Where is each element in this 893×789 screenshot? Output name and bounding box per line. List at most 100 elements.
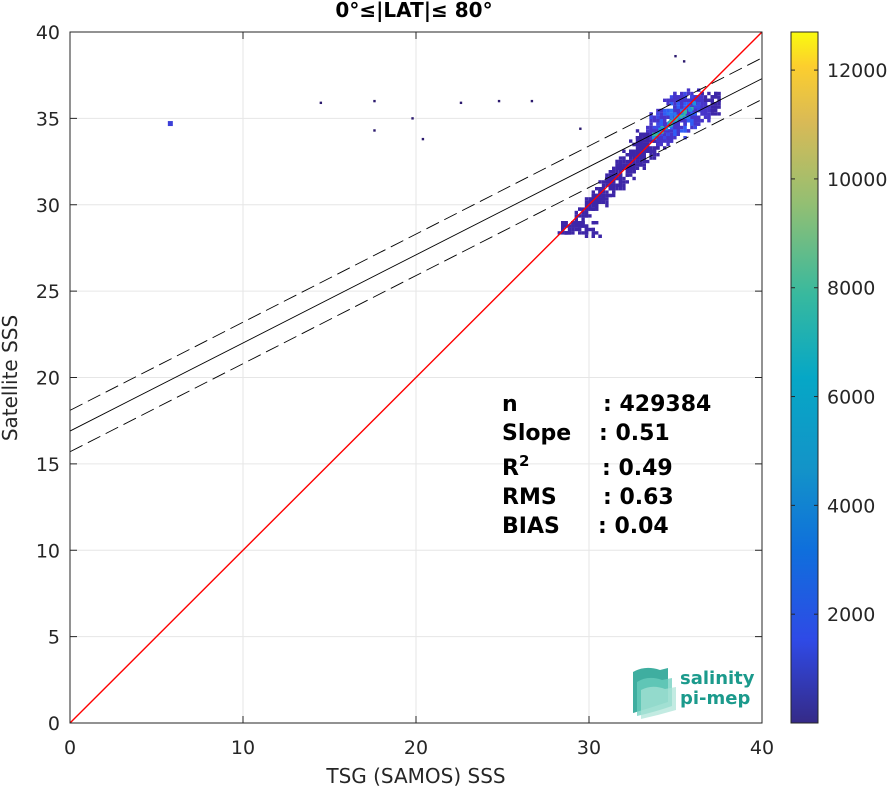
density-cell <box>629 173 633 177</box>
density-cell <box>673 132 677 136</box>
density-cell <box>703 115 708 119</box>
density-cell <box>659 122 663 126</box>
density-cell <box>625 173 629 177</box>
density-cell <box>714 105 718 109</box>
density-cell <box>564 221 568 225</box>
density-cell <box>629 153 633 157</box>
density-cell <box>622 163 626 167</box>
outlier-point <box>167 121 173 127</box>
y-tick-label: 15 <box>36 454 60 476</box>
density-cell <box>595 231 599 235</box>
density-cell <box>605 197 609 201</box>
lower-bound-line <box>70 98 762 453</box>
density-cell <box>666 108 670 113</box>
density-cell <box>578 207 582 211</box>
density-cell <box>629 159 633 164</box>
y-axis-title: Satellite SSS <box>0 315 22 441</box>
density-cell <box>714 91 718 96</box>
density-cell <box>693 119 697 123</box>
density-cell <box>598 190 602 194</box>
density-cell <box>669 108 674 113</box>
density-cell <box>591 227 595 232</box>
density-cell <box>683 136 687 140</box>
density-cell <box>601 197 606 201</box>
density-cell <box>659 119 663 123</box>
outlier-point <box>319 101 323 105</box>
density-cell <box>561 231 565 235</box>
density-cell <box>639 163 643 167</box>
density-cell <box>591 207 595 211</box>
density-cell <box>642 149 646 153</box>
density-cell <box>612 176 616 181</box>
density-cell <box>686 91 691 96</box>
density-cell <box>591 221 595 225</box>
density-cell <box>608 176 612 181</box>
density-cell <box>703 98 708 102</box>
density-cell <box>707 112 711 116</box>
density-cell <box>612 187 616 191</box>
density-cell <box>714 108 718 113</box>
density-cell <box>639 139 643 143</box>
density-cell <box>693 108 697 113</box>
y-axis: 0 5 10 15 20 25 30 35 40 <box>36 22 762 735</box>
density-cell <box>673 136 677 140</box>
density-cell <box>622 166 626 170</box>
salinity-pi-mep-logo: salinity pi-mep <box>633 667 755 719</box>
density-cell <box>697 122 701 126</box>
density-cell <box>595 187 599 191</box>
density-cell <box>690 91 694 96</box>
density-cell <box>622 159 626 164</box>
density-cell <box>588 200 592 204</box>
density-cell <box>700 112 704 116</box>
density-cell <box>666 139 670 143</box>
density-cell <box>666 136 670 140</box>
density-cell <box>663 98 667 102</box>
density-core-cell <box>656 131 661 135</box>
density-cell <box>649 146 653 150</box>
density-cell <box>595 207 599 211</box>
density-cell <box>578 214 582 218</box>
density-cell <box>588 204 592 208</box>
density-cell <box>649 125 653 130</box>
density-cell <box>690 115 694 119</box>
density-cell <box>591 193 595 198</box>
stat-value-rms: : 0.63 <box>603 485 674 510</box>
density-cell <box>567 224 572 228</box>
density-cell <box>591 204 595 208</box>
density-core-cell <box>651 135 656 140</box>
density-cell <box>588 227 592 232</box>
density-cell <box>622 180 626 184</box>
density-cell <box>669 98 674 102</box>
y-tick-label: 5 <box>48 627 60 649</box>
density-cell <box>642 153 646 157</box>
density-cell <box>659 139 663 143</box>
density-cell <box>612 183 616 187</box>
density-cell <box>690 125 694 130</box>
density-cell <box>632 149 636 153</box>
density-cell <box>618 183 623 187</box>
density-cell <box>693 115 697 119</box>
density-cell <box>663 132 667 136</box>
density-cell <box>642 139 646 143</box>
outlier-point <box>674 54 677 58</box>
density-cell <box>588 207 592 211</box>
density-cell <box>656 153 660 157</box>
density-cell <box>584 207 589 211</box>
density-cell <box>693 122 697 126</box>
density-cell <box>717 102 721 106</box>
density-cell <box>591 234 595 238</box>
density-cell <box>591 200 595 204</box>
density-cell <box>703 102 708 106</box>
density-cell <box>591 190 595 194</box>
density-core-cell <box>676 116 680 120</box>
density-core-cell <box>652 132 656 137</box>
density-cell <box>663 146 667 150</box>
density-cell <box>581 217 585 221</box>
density-cell <box>656 146 660 150</box>
density-cell <box>605 180 609 184</box>
density-cell <box>561 224 565 228</box>
density-cell <box>649 129 653 133</box>
density-cell <box>595 200 599 204</box>
density-cell <box>612 166 616 170</box>
density-cell <box>683 125 687 130</box>
